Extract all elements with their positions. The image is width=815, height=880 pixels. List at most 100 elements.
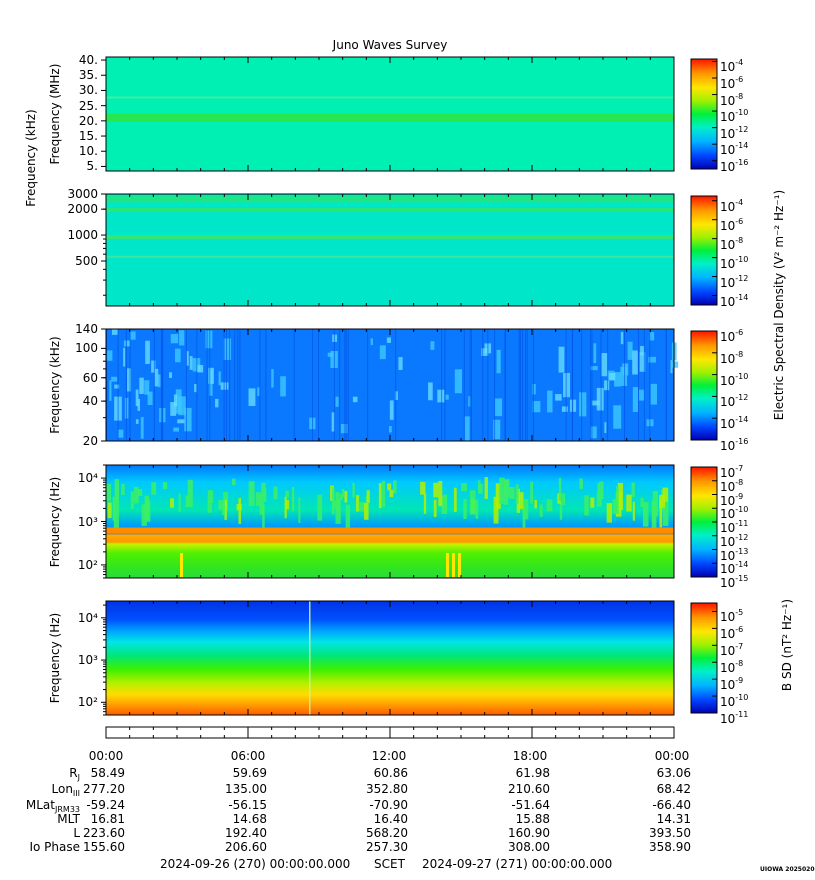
eph-value: 61.98 xyxy=(515,766,550,780)
emission-burst xyxy=(446,553,449,577)
eph-value: -51.64 xyxy=(511,798,550,812)
emission-patch xyxy=(515,484,519,505)
emission-patch xyxy=(632,501,635,521)
emission-patch xyxy=(334,499,340,509)
emission-patch xyxy=(591,400,600,406)
emission-patch xyxy=(145,340,150,364)
emission-patch xyxy=(378,483,382,509)
emission-patch xyxy=(469,490,476,515)
data-stripe xyxy=(532,329,534,441)
data-stripe xyxy=(226,329,228,441)
emission-patch xyxy=(504,479,510,498)
data-stripe xyxy=(237,329,239,441)
emission-patch xyxy=(106,350,113,361)
emission-patch xyxy=(157,374,161,388)
data-stripe xyxy=(565,329,567,441)
data-stripe xyxy=(265,329,267,441)
emission-patch xyxy=(453,487,457,512)
y-tick-label: 30. xyxy=(78,83,98,98)
emission-patch xyxy=(141,504,147,526)
data-stripe xyxy=(589,329,591,441)
y-tick-label: 10² xyxy=(77,695,98,710)
emission-patch xyxy=(626,494,632,512)
emission-patch xyxy=(606,503,612,523)
emission-patch xyxy=(179,330,185,346)
emission-patch xyxy=(649,332,655,341)
emission-patch xyxy=(358,502,364,512)
data-stripe xyxy=(117,329,119,441)
emission-patch xyxy=(133,486,139,504)
y-tick-label: 40. xyxy=(78,53,98,68)
eph-value: -56.15 xyxy=(228,798,267,812)
y-tick-label: 25. xyxy=(78,98,98,113)
emission-patch xyxy=(364,502,369,520)
time-tick-label: 00:00 xyxy=(88,749,124,763)
eph-value: 223.60 xyxy=(83,826,125,840)
data-stripe xyxy=(196,329,198,441)
emission-patch xyxy=(331,412,335,432)
emission-patch xyxy=(559,501,563,520)
eph-value: 192.40 xyxy=(225,826,267,840)
emission-patch xyxy=(601,353,608,377)
emission-patch xyxy=(496,349,501,374)
emission-patch xyxy=(162,482,168,490)
emission-patch xyxy=(640,345,645,356)
emission-patch xyxy=(590,497,595,508)
emission-patch xyxy=(394,391,398,400)
eph-value: 63.06 xyxy=(656,766,691,780)
data-stripe xyxy=(209,329,211,441)
emission-patch xyxy=(170,334,179,344)
footer-start-time: 2024-09-26 (270) 00:00:00.000 xyxy=(160,857,351,871)
emission-patch xyxy=(222,500,225,515)
emission-patch xyxy=(579,392,587,417)
eph-label-mlt: MLT xyxy=(57,812,80,826)
emission-patch xyxy=(137,489,143,496)
colorbar-tick-label: 10-10 xyxy=(720,108,749,125)
emission-patch xyxy=(652,490,659,517)
emission-patch xyxy=(224,499,227,520)
y-tick-label: 3000 xyxy=(67,187,98,201)
emission-patch xyxy=(387,483,392,491)
y-tick-label: 10⁴ xyxy=(77,610,98,625)
emission-patch xyxy=(558,477,562,501)
colorbar-magnetic xyxy=(690,602,718,714)
eph-value: 68.42 xyxy=(656,782,691,796)
colorbar-tick-label: 10-10 xyxy=(720,693,749,710)
time-tick-label: 12:00 xyxy=(371,749,407,763)
data-stripe xyxy=(581,329,583,441)
emission-patch xyxy=(381,480,386,507)
emission-patch xyxy=(112,496,116,521)
emission-patch xyxy=(238,498,241,524)
data-stripe xyxy=(339,329,341,441)
emission-patch xyxy=(494,398,503,417)
y-tick-label: 10³ xyxy=(77,514,98,529)
emission-patch xyxy=(518,492,524,510)
emission-patch xyxy=(648,356,656,363)
emission-patch xyxy=(285,490,289,498)
emission-patch xyxy=(468,396,471,407)
data-stripe xyxy=(125,329,127,441)
emission-patch xyxy=(135,419,139,424)
emission-patch xyxy=(662,487,669,502)
emission-patch xyxy=(389,490,394,498)
emission-patch xyxy=(185,495,190,508)
data-stripe xyxy=(607,329,609,441)
emission-patch xyxy=(632,387,639,413)
eph-value: 160.90 xyxy=(508,826,550,840)
emission-patch xyxy=(178,396,186,416)
emission-patch xyxy=(389,400,394,420)
emission-patch xyxy=(650,383,657,405)
emission-patch xyxy=(561,493,566,506)
colorbar-hfr-high xyxy=(690,58,718,170)
y-tick-label: 10² xyxy=(77,557,98,572)
y-tick-label: 100 xyxy=(75,341,98,356)
data-stripe xyxy=(153,329,155,441)
emission-patch xyxy=(248,388,256,407)
emission-patch xyxy=(662,501,669,526)
emission-patch xyxy=(344,490,348,503)
emission-patch xyxy=(620,331,624,345)
emission-band xyxy=(106,208,674,213)
emission-patch xyxy=(208,367,214,384)
eph-label-l: L xyxy=(73,826,80,840)
data-stripe xyxy=(293,329,295,441)
